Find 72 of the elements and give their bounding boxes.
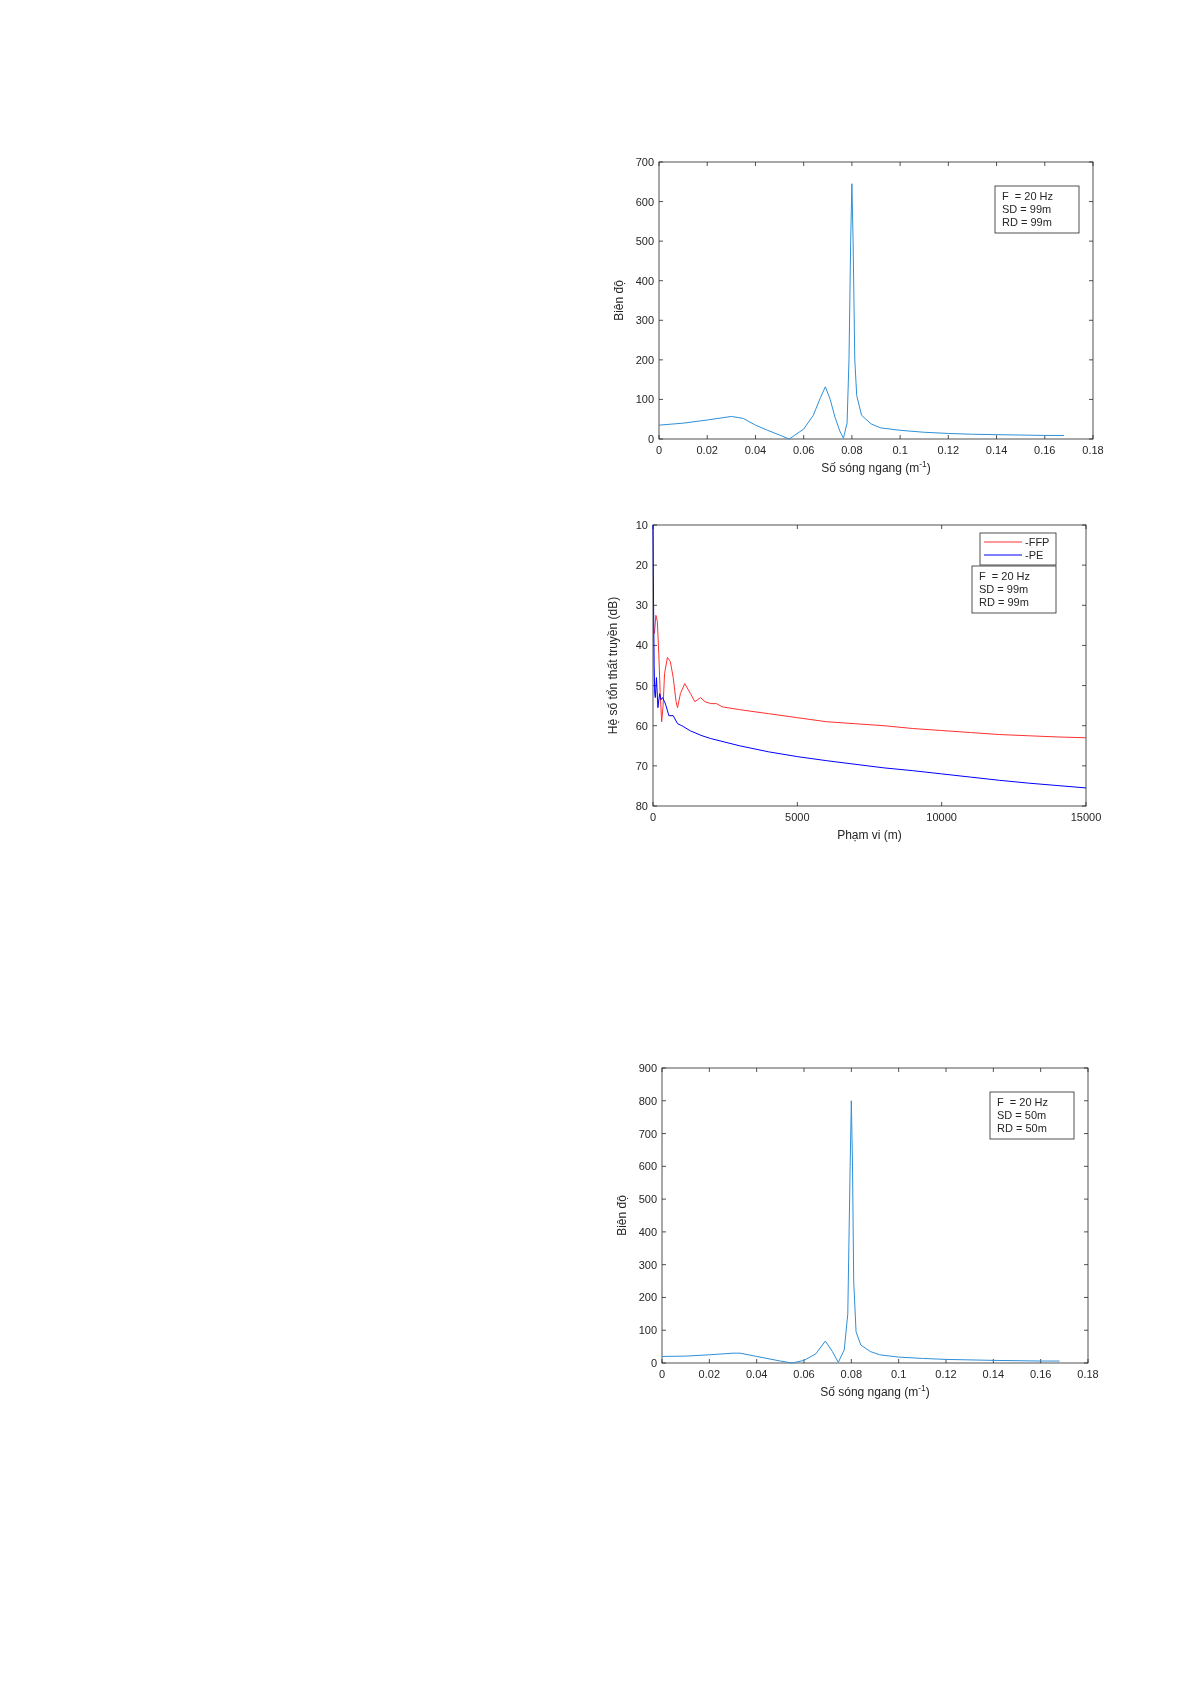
annotation: SD = 50m xyxy=(997,1109,1047,1121)
y-tick-label: 600 xyxy=(635,195,654,208)
y-tick-label: 60 xyxy=(635,719,648,732)
x-tick-label: 0.1 xyxy=(891,1368,907,1380)
x-tick-label: 0.18 xyxy=(1082,444,1104,456)
x-tick-label: 0 xyxy=(658,1368,666,1380)
annotation: SD = 99m xyxy=(979,583,1029,595)
legend-label: -FFP xyxy=(1025,536,1050,548)
y-tick-label: 70 xyxy=(635,759,648,772)
x-tick-label: 0.1 xyxy=(892,444,908,456)
y-tick-label: 80 xyxy=(635,800,648,812)
annotation: SD = 99m xyxy=(1002,203,1052,215)
y-tick-label: 300 xyxy=(638,1258,657,1271)
y-tick-label: 300 xyxy=(635,314,654,327)
x-tick-label: 0.12 xyxy=(935,1368,957,1380)
x-tick-label: 0.14 xyxy=(982,1368,1005,1380)
y-axis-title: Biên độ xyxy=(612,279,626,321)
x-axis-title: Số sóng ngang (m$^{-1}$) xyxy=(821,459,931,475)
y-tick-label: 400 xyxy=(635,274,654,287)
y-tick-label: 200 xyxy=(638,1291,657,1304)
x-tick-label: 0.02 xyxy=(698,1368,721,1380)
legend-label: -PE xyxy=(1025,549,1044,561)
annotation: RD = 50m xyxy=(997,1122,1047,1134)
x-tick-label: 0.16 xyxy=(1029,1368,1052,1380)
x-tick-label: 0.08 xyxy=(841,444,863,456)
y-tick-label: 700 xyxy=(635,156,654,168)
y-tick-label: 200 xyxy=(635,353,654,366)
y-tick-label: 600 xyxy=(638,1160,657,1173)
x-tick-label: 0.08 xyxy=(840,1368,863,1380)
x-tick-label: 0.06 xyxy=(793,1368,815,1380)
y-tick-label: 40 xyxy=(635,639,648,652)
note-box: F = 20 Hz SD = 99m RD = 99m xyxy=(971,565,1057,614)
annotation: F = 20 Hz xyxy=(1002,190,1054,202)
annotation: F = 20 Hz xyxy=(997,1096,1049,1108)
x-tick-label: 10000 xyxy=(926,811,957,823)
y-tick-label: 500 xyxy=(638,1193,657,1206)
x-tick-label: 0.18 xyxy=(1077,1368,1099,1380)
x-tick-label: 0.14 xyxy=(985,444,1008,456)
y-tick-label: 20 xyxy=(635,559,648,572)
x-tick-label: 0.02 xyxy=(696,444,718,456)
x-axis-title: Phạm vi (m) xyxy=(837,828,902,842)
x-tick-label: 0.16 xyxy=(1034,444,1056,456)
annotation: F = 20 Hz xyxy=(979,570,1031,582)
line-series xyxy=(658,183,1065,440)
y-tick-label: 0 xyxy=(647,433,654,445)
y-tick-label: 0 xyxy=(650,1357,657,1369)
y-tick-label: 10 xyxy=(635,519,648,531)
y-tick-label: 50 xyxy=(635,679,648,692)
y-tick-label: 30 xyxy=(635,599,648,612)
note-box: F = 20 Hz SD = 50m RD = 50m xyxy=(989,1091,1075,1140)
y-tick-label: 500 xyxy=(635,235,654,248)
line-series xyxy=(653,614,1087,739)
line-series xyxy=(652,524,1087,789)
annotation: RD = 99m xyxy=(979,596,1029,608)
x-tick-label: 5000 xyxy=(785,811,810,823)
x-tick-label: 15000 xyxy=(1070,811,1102,823)
line-series xyxy=(661,1100,1061,1364)
y-axis-title: Hệ số tổn thất truyền (dB) xyxy=(606,596,620,735)
y-tick-label: 800 xyxy=(638,1094,657,1107)
x-axis-title: Số sóng ngang (m$^{-1}$) xyxy=(820,1383,930,1399)
y-tick-label: 100 xyxy=(638,1324,657,1337)
x-tick-label: 0.06 xyxy=(792,444,815,456)
y-tick-label: 700 xyxy=(638,1127,657,1140)
y-axis-title: Biên độ xyxy=(615,1194,629,1236)
x-tick-label: 0.04 xyxy=(745,1368,768,1380)
y-tick-label: 900 xyxy=(638,1062,657,1074)
x-tick-label: 0.04 xyxy=(744,444,767,456)
x-tick-label: 0.12 xyxy=(937,444,960,456)
y-tick-label: 100 xyxy=(635,393,654,406)
note-box: F = 20 Hz SD = 99m RD = 99m xyxy=(994,185,1080,234)
y-tick-label: 400 xyxy=(638,1225,657,1238)
annotation: RD = 99m xyxy=(1002,216,1052,228)
